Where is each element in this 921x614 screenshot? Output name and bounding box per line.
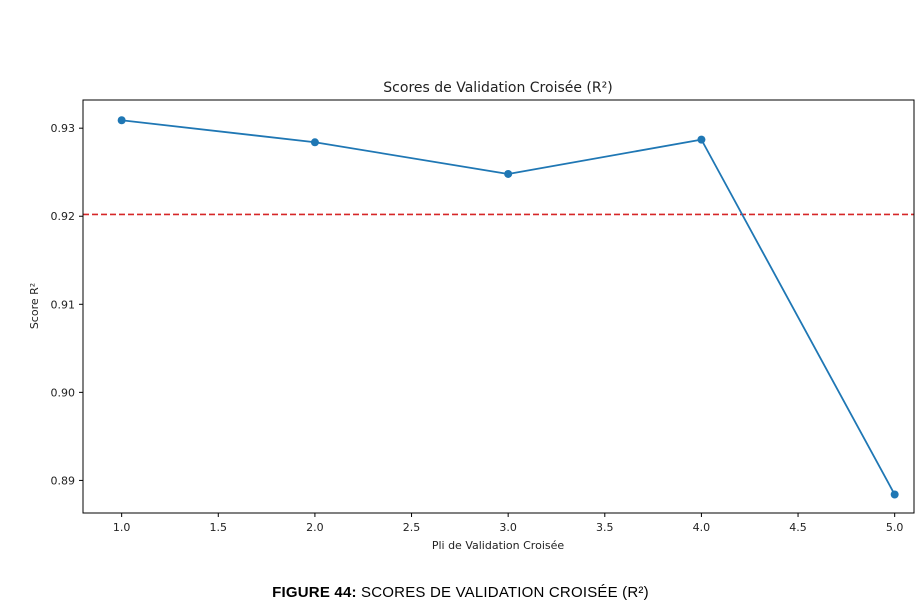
x-tick-label: 1.5: [210, 521, 228, 534]
cv-scores-chart: Scores de Validation Croisée (R²) 1.0 1.5…: [28, 80, 915, 552]
x-tick-label: 5.0: [886, 521, 904, 534]
figure-caption-label: FIGURE 44:: [272, 584, 357, 601]
x-tick-label: 4.5: [789, 521, 807, 534]
y-axis-ticks: 0.89 0.90 0.91 0.92 0.93: [51, 122, 83, 487]
plot-area-frame: [82, 99, 915, 514]
y-tick-label: 0.92: [51, 210, 76, 223]
y-tick-label: 0.91: [51, 298, 76, 311]
y-tick-label: 0.89: [51, 474, 76, 487]
figure-caption-text: SCORES DE VALIDATION CROISÉE (R²): [356, 584, 649, 601]
x-axis-ticks: 1.0 1.5 2.0 2.5 3.0 3.5 4.0 4.5 5.0: [113, 513, 904, 534]
figure-caption: FIGURE 44: SCORES DE VALIDATION CROISÉE …: [0, 584, 921, 601]
data-point: [310, 138, 319, 147]
data-point: [504, 169, 513, 178]
y-axis-title: Score R²: [28, 283, 41, 329]
x-axis-title: Pli de Validation Croisée: [432, 539, 565, 552]
chart-title: Scores de Validation Croisée (R²): [383, 80, 612, 96]
x-tick-label: 4.0: [693, 521, 711, 534]
x-tick-label: 3.0: [499, 521, 517, 534]
y-tick-label: 0.90: [51, 386, 76, 399]
data-point: [890, 490, 899, 499]
x-tick-label: 3.5: [596, 521, 614, 534]
x-tick-label: 1.0: [113, 521, 131, 534]
data-point: [117, 116, 126, 125]
data-point: [697, 135, 706, 144]
x-tick-label: 2.5: [403, 521, 421, 534]
series-group: [117, 116, 899, 499]
y-tick-label: 0.93: [51, 122, 76, 135]
x-tick-label: 2.0: [306, 521, 324, 534]
